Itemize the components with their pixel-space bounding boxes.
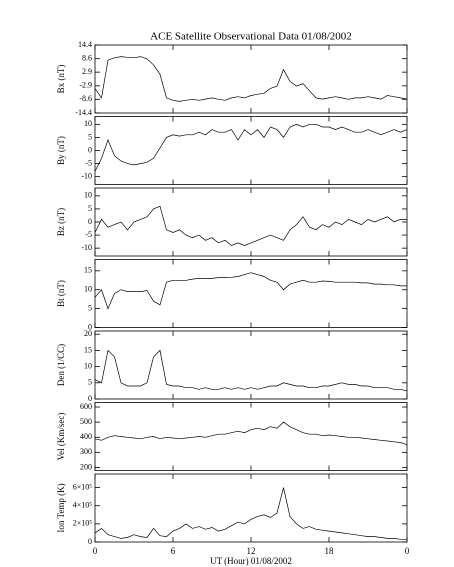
y-tick-label: 400 bbox=[80, 432, 92, 441]
y-tick-label: 0 bbox=[88, 322, 92, 331]
data-line bbox=[94, 272, 407, 310]
x-axis-label: UT (Hour) 01/08/2002 bbox=[210, 556, 292, 566]
y-axis-label: Vel (Km/sec) bbox=[56, 413, 66, 461]
y-axis-label: By (nT) bbox=[56, 136, 66, 165]
y-tick-label: -14.4 bbox=[75, 108, 92, 117]
panel-frame bbox=[94, 402, 408, 471]
data-line bbox=[94, 205, 407, 246]
y-tick-label: 14.4 bbox=[78, 40, 92, 49]
y-axis-label: Bx (nT) bbox=[56, 65, 66, 94]
y-tick-label: 0 bbox=[88, 217, 92, 226]
y-tick-label: 4×10⁵ bbox=[73, 501, 93, 510]
y-tick-label: 5 bbox=[88, 132, 92, 141]
y-tick-label: 200 bbox=[80, 462, 92, 471]
y-tick-label: 600 bbox=[80, 402, 92, 411]
panel-frame bbox=[94, 259, 408, 328]
y-tick-label: 2.9 bbox=[82, 67, 92, 76]
y-tick-label: 15 bbox=[84, 345, 92, 354]
y-tick-label: -8.6 bbox=[79, 94, 92, 103]
y-tick-label: 0 bbox=[88, 145, 92, 154]
panel-frame bbox=[94, 473, 408, 543]
y-tick-label: 6×10⁵ bbox=[73, 482, 93, 491]
y-tick-label: 10 bbox=[84, 285, 92, 294]
y-tick-label: 10 bbox=[84, 119, 92, 128]
x-tick-label: 0 bbox=[93, 546, 98, 556]
x-tick-label: 18 bbox=[325, 546, 335, 556]
chart-title: ACE Satellite Observational Data 01/08/2… bbox=[150, 31, 352, 43]
y-tick-label: -2.9 bbox=[79, 81, 92, 90]
y-tick-label: 500 bbox=[80, 417, 92, 426]
y-tick-label: 300 bbox=[80, 447, 92, 456]
y-tick-label: 8.6 bbox=[82, 54, 92, 63]
y-tick-label: 5 bbox=[88, 378, 92, 387]
panel-frame bbox=[94, 187, 408, 257]
y-tick-label: 10 bbox=[84, 361, 92, 370]
y-axis-label: Ion Temp (K) bbox=[56, 483, 66, 532]
y-tick-label: 5 bbox=[88, 303, 92, 312]
x-tick-label: 12 bbox=[247, 546, 256, 556]
panel-frame bbox=[94, 44, 408, 114]
data-line bbox=[94, 421, 408, 446]
y-tick-label: 0 bbox=[88, 537, 92, 546]
x-tick-label: 0 bbox=[405, 546, 410, 556]
panel-frame bbox=[94, 116, 408, 185]
data-line bbox=[94, 56, 408, 102]
panel-frame bbox=[94, 330, 408, 400]
y-tick-label: -10 bbox=[81, 243, 92, 252]
y-tick-label: 10 bbox=[84, 191, 92, 200]
data-line bbox=[94, 123, 408, 172]
y-tick-label: 15 bbox=[84, 266, 92, 275]
y-tick-label: -5 bbox=[85, 158, 92, 167]
y-tick-label: 2×10⁵ bbox=[73, 519, 93, 528]
y-tick-label: 0 bbox=[88, 394, 92, 403]
data-line bbox=[94, 487, 407, 540]
y-axis-label: Bz (nT) bbox=[56, 208, 66, 236]
data-line bbox=[94, 349, 408, 392]
y-axis-label: Bt (nT) bbox=[56, 280, 66, 307]
y-tick-label: 20 bbox=[84, 329, 92, 338]
y-axis-label: Den (1/CC) bbox=[56, 344, 66, 386]
x-tick-label: 6 bbox=[171, 546, 176, 556]
y-tick-label: -5 bbox=[85, 230, 92, 239]
y-tick-label: -10 bbox=[81, 171, 92, 180]
y-tick-label: 5 bbox=[88, 204, 92, 213]
